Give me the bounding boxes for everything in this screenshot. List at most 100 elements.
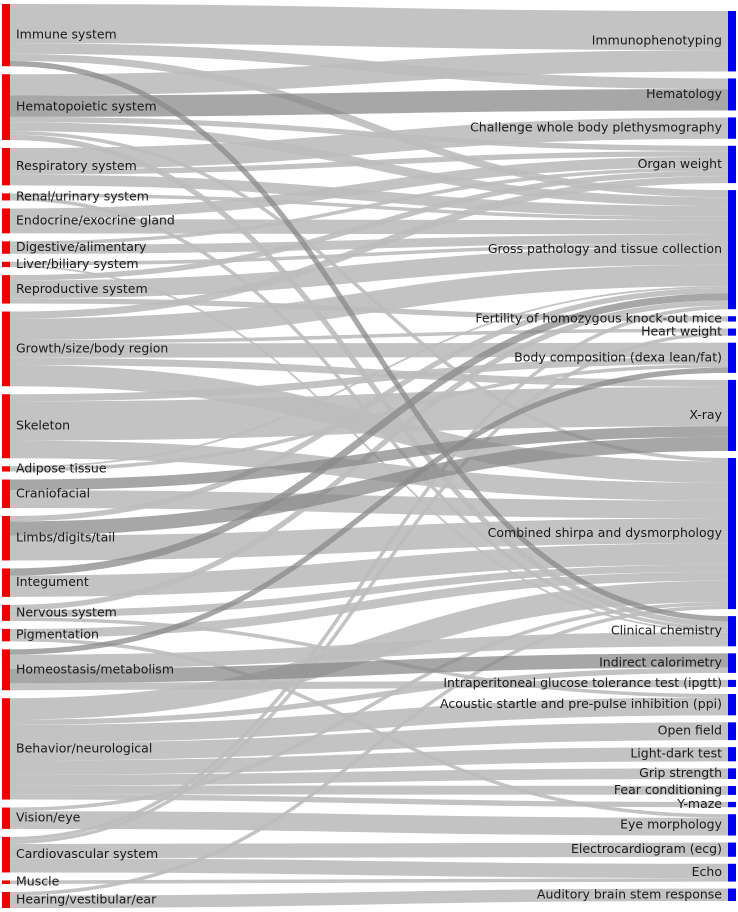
link-limbs-digits-tail-to-gross-pathology-and-tissue-collection: [9, 287, 729, 522]
link-hearing-vestibular-ear-to-auditory-brain-stem-response: [9, 888, 729, 909]
link-behavior-neurological-to-combined-shirpa-and-dysmorphology: [9, 580, 729, 720]
link-behavior-neurological-to-fear-conditioning: [9, 785, 729, 795]
link-muscle-to-echo: [9, 878, 729, 884]
target-node-hematology: [728, 78, 736, 111]
target-node-heart-weight: [728, 328, 736, 336]
link-behavior-neurological-to-open-field: [9, 722, 729, 761]
target-node-intraperitoneal-glucose-tolerance-test-ipgtt: [728, 679, 736, 687]
source-node-endocrine-exocrine-gland: [2, 208, 10, 234]
target-label-light-dark-test: Light-dark test: [630, 746, 722, 761]
source-node-pigmentation: [2, 628, 10, 642]
source-label-craniofacial: Craniofacial: [16, 485, 90, 500]
link-respiratory-system-to-gross-pathology-and-tissue-collection: [9, 174, 729, 217]
source-node-cardiovascular-system: [2, 836, 10, 873]
target-label-echo: Echo: [692, 864, 722, 879]
target-label-x-ray: X-ray: [689, 407, 722, 422]
target-node-gross-pathology-and-tissue-collection: [728, 190, 736, 310]
link-growth-size-body-region-to-organ-weight: [9, 176, 729, 319]
target-label-electrocardiogram-ecg: Electrocardiogram (ecg): [571, 841, 722, 856]
source-label-hearing-vestibular-ear: Hearing/vestibular/ear: [16, 892, 157, 907]
source-label-immune-system: Immune system: [16, 27, 117, 42]
link-reproductive-system-to-gross-pathology-and-tissue-collection: [9, 247, 729, 299]
source-node-vision-eye: [2, 807, 10, 829]
source-node-hematopoietic-system: [2, 74, 10, 140]
target-node-fear-conditioning: [728, 786, 736, 795]
source-label-digestive-alimentary: Digestive/alimentary: [16, 239, 147, 254]
source-node-immune-system: [2, 4, 10, 67]
target-label-open-field: Open field: [658, 723, 722, 738]
target-label-combined-shirpa-and-dysmorphology: Combined shirpa and dysmorphology: [488, 525, 723, 540]
target-label-eye-morphology: Eye morphology: [620, 816, 722, 831]
source-node-skeleton: [2, 394, 10, 459]
source-node-craniofacial: [2, 479, 10, 508]
link-skeleton-to-x-ray: [9, 387, 729, 441]
target-node-eye-morphology: [728, 814, 736, 836]
link-cardiovascular-system-to-echo: [9, 858, 729, 879]
source-node-integument: [2, 568, 10, 597]
link-adipose-tissue-to-body-composition-dexa-lean-fat: [9, 364, 729, 472]
link-reproductive-system-to-organ-weight: [9, 170, 729, 281]
link-respiratory-system-to-organ-weight: [9, 151, 729, 175]
labels-layer: Immune system Hematopoietic system Respira…: [16, 27, 723, 907]
target-node-open-field: [728, 722, 736, 741]
source-label-liver-biliary-system: Liver/biliary system: [16, 256, 139, 271]
link-endocrine-exocrine-gland-to-organ-weight: [9, 156, 729, 220]
link-integument-to-gross-pathology-and-tissue-collection: [9, 293, 729, 576]
source-label-hematopoietic-system: Hematopoietic system: [16, 99, 157, 114]
target-label-hematology: Hematology: [646, 86, 723, 101]
source-label-integument: Integument: [16, 574, 89, 589]
link-pigmentation-to-combined-shirpa-and-dysmorphology: [9, 571, 729, 638]
target-node-electrocardiogram-ecg: [728, 842, 736, 857]
link-behavior-neurological-to-light-dark-test: [9, 747, 729, 775]
target-label-heart-weight: Heart weight: [641, 324, 722, 339]
source-node-limbs-digits-tail: [2, 516, 10, 561]
link-hematopoietic-system-to-immunophenotyping: [9, 50, 729, 96]
source-label-renal-urinary-system: Renal/urinary system: [16, 188, 149, 203]
link-immune-system-to-immunophenotyping: [9, 4, 729, 51]
target-node-x-ray: [728, 379, 736, 451]
source-node-reproductive-system: [2, 275, 10, 304]
source-label-limbs-digits-tail: Limbs/digits/tail: [16, 530, 115, 545]
link-adipose-tissue-to-gross-pathology-and-tissue-collection: [9, 286, 729, 468]
link-cardiovascular-system-to-gross-pathology-and-tissue-collection: [9, 305, 729, 841]
nodes-layer: [2, 4, 736, 908]
source-label-reproductive-system: Reproductive system: [16, 281, 148, 296]
source-label-respiratory-system: Respiratory system: [16, 158, 137, 173]
link-behavior-neurological-to-acoustic-startle-and-pre-pulse-inhibition-ppi: [9, 697, 729, 743]
source-label-endocrine-exocrine-gland: Endocrine/exocrine gland: [16, 212, 175, 227]
target-node-y-maze: [728, 801, 736, 808]
target-node-echo: [728, 863, 736, 882]
links-layer: [9, 4, 729, 909]
link-craniofacial-to-combined-shirpa-and-dysmorphology: [9, 490, 729, 519]
target-label-intraperitoneal-glucose-tolerance-test-ipgtt: Intraperitoneal glucose tolerance test (…: [443, 675, 722, 690]
target-node-body-composition-dexa-lean-fat: [728, 342, 736, 373]
source-label-adipose-tissue: Adipose tissue: [16, 460, 107, 475]
source-node-hearing-vestibular-ear: [2, 892, 10, 908]
source-label-growth-size-body-region: Growth/size/body region: [16, 340, 168, 355]
source-node-muscle: [2, 880, 10, 884]
link-cardiovascular-system-to-electrocardiogram-ecg: [9, 842, 729, 859]
target-node-grip-strength: [728, 768, 736, 779]
source-node-nervous-system: [2, 604, 10, 621]
link-growth-size-body-region-to-gross-pathology-and-tissue-collection: [9, 264, 729, 340]
link-liver-biliary-system-to-gross-pathology-and-tissue-collection: [9, 243, 729, 266]
source-label-cardiovascular-system: Cardiovascular system: [16, 846, 158, 861]
target-label-body-composition-dexa-lean-fat: Body composition (dexa lean/fat): [514, 349, 722, 364]
target-node-immunophenotyping: [728, 11, 736, 72]
link-vision-eye-to-combined-shirpa-and-dysmorphology: [9, 602, 729, 812]
link-hematopoietic-system-to-hematology: [9, 89, 729, 117]
target-node-acoustic-startle-and-pre-pulse-inhibition-ppi: [728, 694, 736, 716]
link-respiratory-system-to-challenge-whole-body-plethysmography: [9, 117, 729, 170]
source-node-digestive-alimentary: [2, 241, 10, 254]
source-node-growth-size-body-region: [2, 311, 10, 387]
source-label-skeleton: Skeleton: [16, 418, 70, 433]
link-limbs-digits-tail-to-x-ray: [9, 436, 729, 536]
target-label-fertility-of-homozygous-knock-out-mice: Fertility of homozygous knock-out mice: [475, 310, 722, 325]
target-node-challenge-whole-body-plethysmography: [728, 117, 736, 139]
target-node-auditory-brain-stem-response: [728, 888, 736, 901]
source-label-homeostasis-metabolism: Homeostasis/metabolism: [16, 661, 174, 676]
link-behavior-neurological-to-grip-strength: [9, 768, 729, 786]
link-vision-eye-to-eye-morphology: [9, 811, 729, 836]
link-homeostasis-metabolism-to-intraperitoneal-glucose-tolerance-test-ipgtt: [9, 679, 729, 691]
